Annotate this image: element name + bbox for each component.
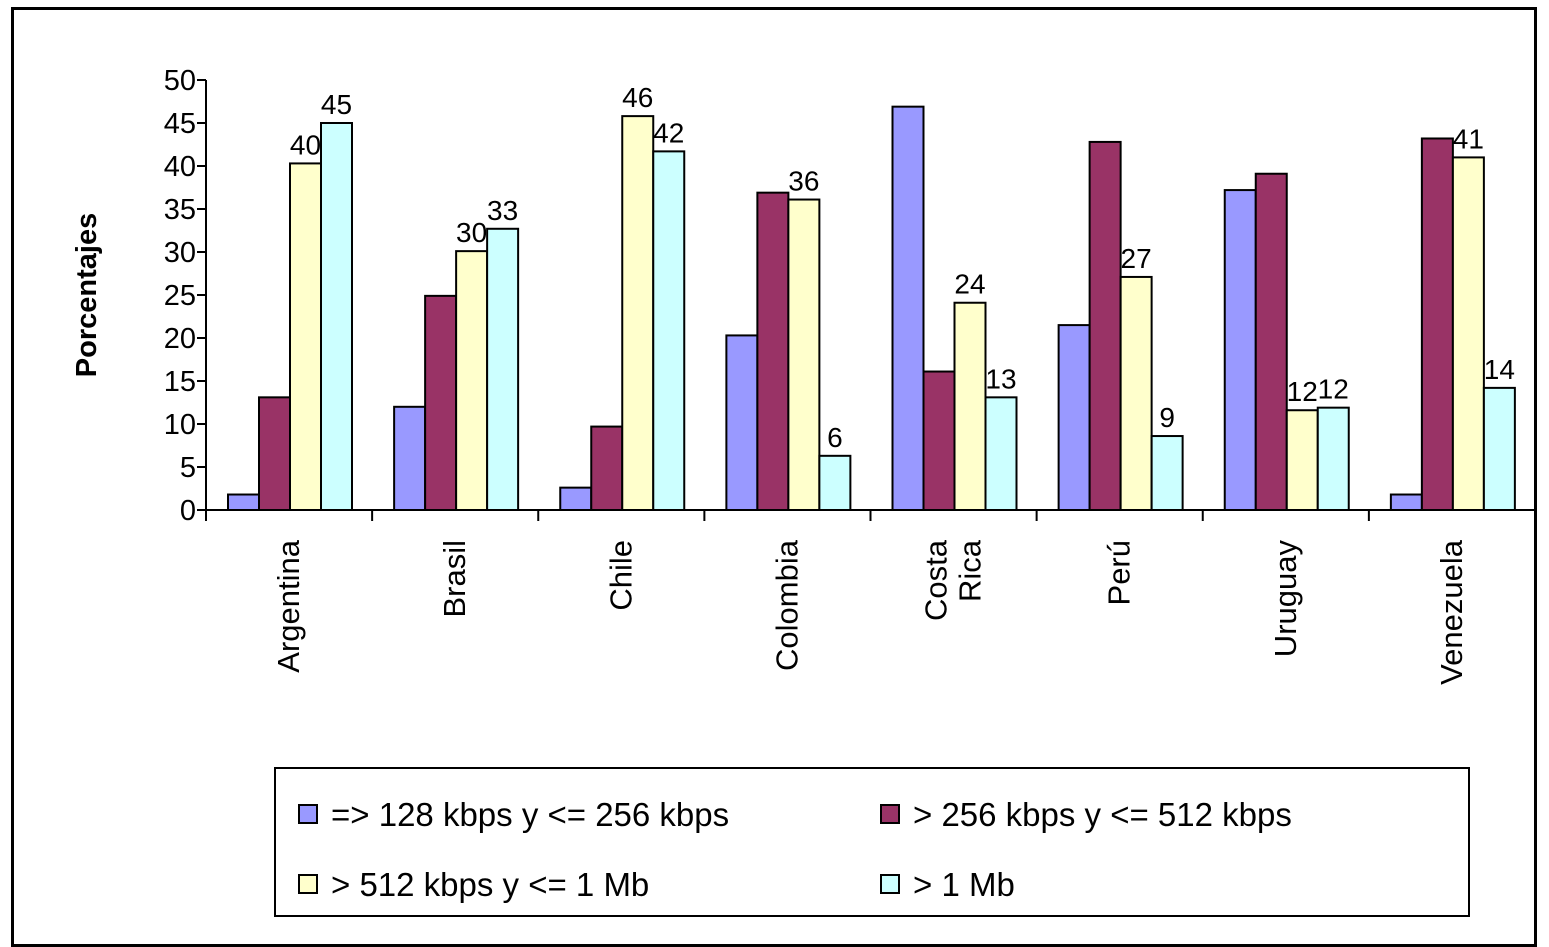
bar [227, 493, 260, 511]
bar [953, 301, 987, 511]
data-label: 42 [653, 117, 684, 148]
bar [1150, 435, 1184, 512]
bar [891, 105, 925, 511]
data-label: 9 [1159, 402, 1175, 433]
bar [1223, 189, 1257, 512]
x-category-label: Venezuela [1434, 539, 1469, 685]
data-label: 46 [622, 82, 653, 113]
data-label: 40 [290, 129, 321, 160]
data-label: 30 [456, 217, 487, 248]
y-axis-title: Porcentajes [71, 213, 103, 377]
data-label: 6 [827, 422, 843, 453]
bar [590, 425, 624, 511]
data-label: 36 [788, 166, 819, 197]
bar [424, 294, 458, 511]
data-label: 14 [1484, 354, 1515, 385]
x-category-label: Chile [603, 540, 638, 611]
bar [1057, 324, 1091, 511]
legend-label: > 256 kbps y <= 512 kbps [913, 796, 1292, 833]
data-label: 45 [321, 89, 352, 120]
data-label: 12 [1287, 376, 1318, 407]
y-tick-label: 15 [164, 366, 196, 398]
legend: => 128 kbps y <= 256 kbps > 256 kbps y <=… [274, 767, 1470, 917]
x-category-label: Rica [953, 539, 988, 602]
bar [621, 115, 655, 512]
y-axis: 0 5 10 15 20 25 30 35 40 45 50 [164, 65, 207, 527]
legend-swatch [298, 874, 318, 894]
y-tick-label: 40 [164, 151, 196, 183]
x-axis: Argentina Brasil Chile Colombia Costa Rica Per… [205, 509, 1536, 685]
y-tick-label: 0 [180, 495, 196, 527]
x-category-label: Brasil [437, 540, 472, 618]
legend-label: > 1 Mb [913, 866, 1015, 903]
bar [393, 405, 427, 511]
bar [1420, 137, 1454, 511]
data-label: 24 [954, 269, 985, 300]
bar [922, 370, 956, 512]
legend-label: => 128 kbps y <= 256 kbps [331, 796, 729, 833]
y-tick-label: 45 [164, 108, 196, 140]
legend-swatch [880, 874, 900, 894]
y-tick-label: 5 [180, 452, 196, 484]
bar [258, 396, 291, 511]
bar [787, 198, 821, 511]
data-label: 12 [1318, 374, 1349, 405]
x-category-label: Perú [1102, 540, 1137, 605]
bar [1482, 386, 1516, 512]
data-label: 13 [985, 363, 1016, 394]
y-tick-label: 50 [164, 65, 196, 97]
data-label: 41 [1453, 123, 1484, 154]
bar [455, 250, 489, 511]
bar [1316, 406, 1350, 511]
bar [1254, 172, 1288, 512]
bar [652, 150, 686, 511]
bar [1088, 140, 1122, 511]
bar [818, 454, 852, 512]
bar [559, 486, 593, 512]
bar [725, 334, 759, 512]
y-tick-label: 30 [164, 237, 196, 269]
y-tick-label: 25 [164, 280, 196, 312]
data-label: 33 [487, 195, 518, 226]
bar [1451, 156, 1485, 511]
bar [756, 191, 790, 511]
x-category-label: Costa [919, 539, 954, 621]
bar [289, 162, 322, 511]
legend-swatch [880, 804, 900, 824]
x-category-label: Argentina [271, 539, 306, 672]
data-labels: 40 30 46 36 24 27 12 41 45 33 42 6 13 9 12 14 [290, 82, 1515, 453]
legend-label: > 512 kbps y <= 1 Mb [331, 866, 649, 903]
y-tick-label: 35 [164, 194, 196, 226]
y-tick-label: 20 [164, 323, 196, 355]
x-category-label: Colombia [769, 539, 804, 671]
bar [1119, 275, 1153, 511]
legend-swatch [298, 804, 318, 824]
y-tick-label: 10 [164, 409, 196, 441]
data-label: 27 [1121, 243, 1152, 274]
x-category-label: Uruguay [1268, 540, 1303, 658]
bar [486, 227, 520, 511]
bar [1389, 493, 1423, 511]
bar [320, 122, 353, 511]
bars [227, 105, 1516, 512]
bar [984, 396, 1018, 511]
bar [1285, 409, 1319, 511]
